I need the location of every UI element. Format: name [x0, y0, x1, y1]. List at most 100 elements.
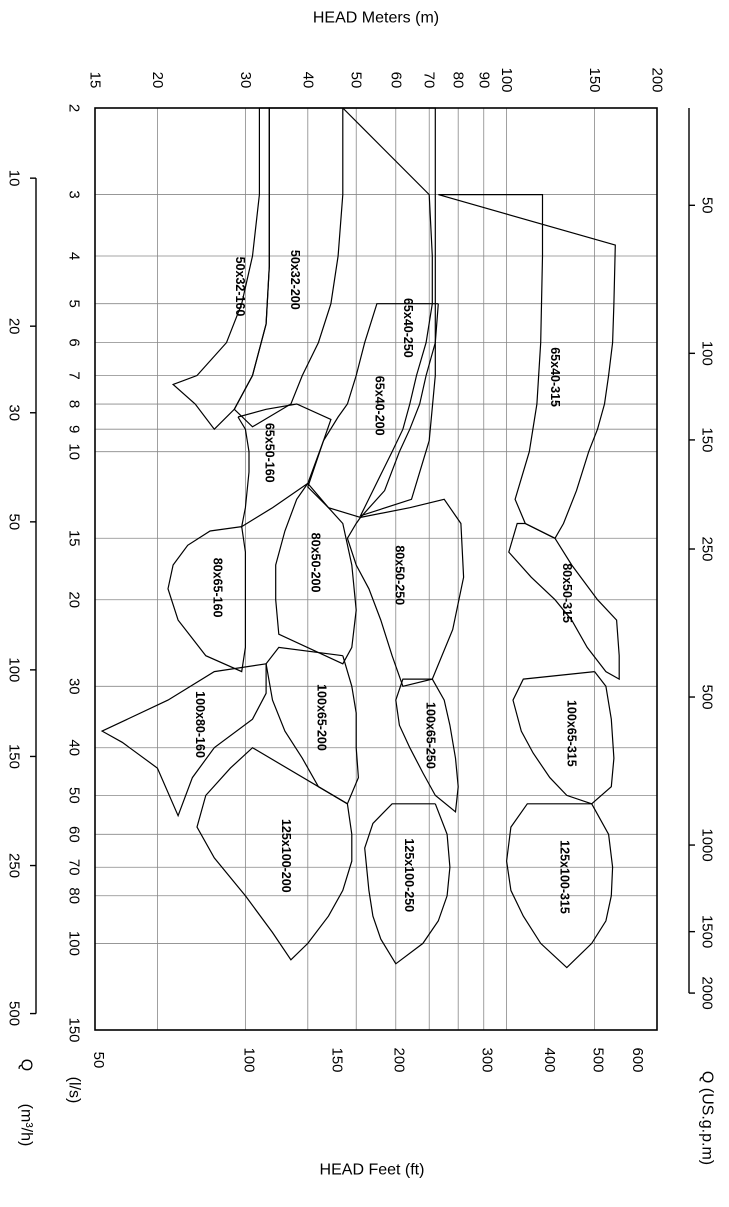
label-100x65-250: 100x65-250 [423, 702, 437, 769]
tick-head-m: 15 [87, 72, 104, 89]
tick-q-ls: 50 [66, 787, 83, 804]
curve-80x50-315 [508, 522, 620, 681]
head-feet-ticks: 50 100 150 200 300 400 500 600 [90, 1047, 646, 1072]
label-125x100-315: 125x100-315 [557, 840, 571, 914]
tick-head-m: 100 [498, 67, 515, 92]
label-80x65-160: 80x65-160 [211, 558, 225, 618]
tick-q-ls: 40 [66, 739, 83, 756]
tick-q-ls: 100 [66, 931, 83, 956]
tick-q-m3h: 20 [6, 318, 23, 335]
tick-q-ls: 3 [66, 190, 83, 198]
flow-ls-unit-title: (l/s) [66, 1077, 83, 1104]
tick-q-m3h: 100 [6, 657, 23, 682]
tick-q-ls: 15 [66, 530, 83, 547]
curve-80x50-250 [346, 498, 465, 688]
tick-head-m: 40 [299, 72, 316, 89]
tick-head-m: 60 [387, 72, 404, 89]
curve-100x65-250 [395, 678, 459, 813]
tick-head-ft: 400 [541, 1047, 558, 1072]
tick-q-ls: 20 [66, 591, 83, 608]
label-65x40-200: 65x40-200 [373, 376, 387, 436]
label-100x80-160: 100x80-160 [193, 691, 207, 758]
label-100x65-200: 100x65-200 [314, 684, 328, 751]
tick-head-m: 20 [149, 72, 166, 89]
tick-head-ft: 500 [590, 1047, 607, 1072]
label-80x50-250: 80x50-250 [392, 545, 406, 605]
label-50x32-160: 50x32-160 [233, 257, 247, 317]
tick-head-ft: 600 [629, 1047, 646, 1072]
label-65x50-160: 65x50-160 [263, 423, 277, 483]
label-65x40-250: 65x40-250 [401, 298, 415, 358]
tick-head-m: 90 [475, 72, 492, 89]
curve-125x100-315 [505, 803, 614, 969]
tick-head-m: 70 [421, 72, 438, 89]
curve-100x65-315 [512, 671, 615, 805]
tick-q-usgpm: 1500 [699, 915, 716, 948]
tick-q-usgpm: 150 [699, 427, 716, 452]
tick-q-ls: 4 [66, 252, 83, 260]
tick-q-m3h: 150 [6, 744, 23, 769]
curve-50x32-200 [233, 107, 344, 428]
tick-q-usgpm: 250 [699, 536, 716, 561]
tick-q-ls: 60 [66, 826, 83, 843]
curve-65x50-160 [237, 403, 332, 528]
label-50x32-200: 50x32-200 [288, 250, 302, 310]
tick-head-m: 30 [237, 72, 254, 89]
curve-100x80-160 [100, 663, 267, 818]
axis-titles: HEAD Meters (m) HEAD Feet (ft) Q (US.g.p.m… [18, 10, 716, 1179]
curve-50x32-160 [171, 107, 270, 431]
tick-q-ls: 10 [66, 443, 83, 460]
head-feet-title: HEAD Feet (ft) [320, 1162, 425, 1179]
tick-head-ft: 50 [90, 1052, 107, 1069]
flow-ls-ticks: 2 3 4 5 6 7 8 9 10 15 20 30 40 50 60 70 80 100 150 [66, 104, 83, 1043]
tick-head-m: 200 [649, 67, 666, 92]
curve-65x40-250 [342, 107, 436, 517]
flow-m3h-unit-title: (m³/h) [18, 1104, 35, 1147]
curve-80x50-200 [275, 483, 357, 665]
tick-q-m3h: 30 [6, 404, 23, 421]
tick-q-m3h: 10 [6, 170, 23, 187]
tick-q-ls: 5 [66, 300, 83, 308]
pump-curves [100, 107, 620, 969]
tick-q-ls: 6 [66, 338, 83, 346]
tick-q-m3h: 50 [6, 514, 23, 531]
tick-q-m3h: 250 [6, 853, 23, 878]
head-meters-ticks: 15 20 30 40 50 60 70 80 90 100 150 200 [87, 67, 666, 92]
tick-q-usgpm: 50 [699, 197, 716, 214]
tick-q-ls: 30 [66, 678, 83, 695]
curve-labels: 50x32-160 50x32-200 65x40-250 65x40-315 65x4… [193, 250, 579, 914]
tick-head-ft: 300 [479, 1047, 496, 1072]
tick-head-m: 50 [348, 72, 365, 89]
head-meters-title: HEAD Meters (m) [313, 10, 439, 27]
label-125x100-200: 125x100-200 [279, 819, 293, 893]
label-80x50-200: 80x50-200 [308, 533, 322, 593]
tick-head-ft: 150 [328, 1047, 345, 1072]
tick-q-ls: 9 [66, 425, 83, 433]
tick-q-m3h: 500 [6, 1001, 23, 1026]
curve-100x65-200 [265, 646, 360, 805]
tick-q-ls: 70 [66, 859, 83, 876]
tick-head-ft: 200 [391, 1047, 408, 1072]
tick-q-usgpm: 100 [699, 341, 716, 366]
flow-m3h-q-title: Q [18, 1059, 35, 1071]
label-125x100-250: 125x100-250 [402, 838, 416, 912]
tick-q-usgpm: 2000 [699, 976, 716, 1009]
flow-m3h-ticks: 10 20 30 50 100 150 250 500 [6, 170, 37, 1026]
flow-usgpm-title: Q (US.g.p.m) [699, 1071, 716, 1165]
flow-usgpm-ticks: 50 100 150 250 500 1000 1500 2000 [688, 108, 716, 1010]
label-100x65-315: 100x65-315 [565, 700, 579, 767]
curve-80x65-160 [167, 526, 246, 673]
label-65x40-315: 65x40-315 [548, 347, 562, 407]
tick-q-usgpm: 500 [699, 685, 716, 710]
tick-q-ls: 7 [66, 371, 83, 379]
tick-head-ft: 100 [240, 1047, 257, 1072]
curve-125x100-250 [364, 803, 451, 965]
tick-head-m: 150 [586, 67, 603, 92]
tick-q-ls: 8 [66, 400, 83, 408]
curve-65x40-315 [438, 194, 616, 540]
tick-q-ls: 150 [66, 1017, 83, 1042]
tick-q-usgpm: 1000 [699, 828, 716, 861]
plot-frame [94, 107, 658, 1031]
curve-125x100-200 [196, 746, 353, 961]
